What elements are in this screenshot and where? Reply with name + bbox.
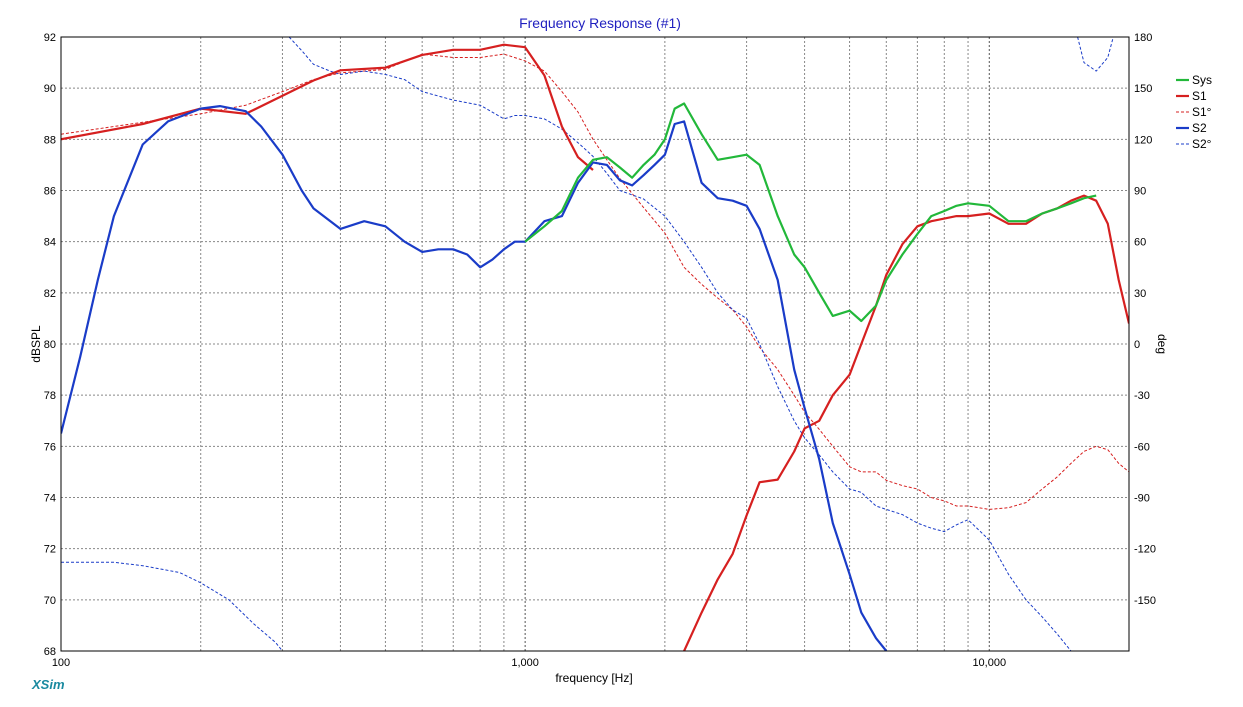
y2-tick-label: -60: [1134, 441, 1150, 453]
y2-tick-label: -90: [1134, 493, 1150, 505]
legend-entry: S1: [1192, 89, 1207, 103]
series-line-s2: [61, 105, 888, 651]
legend: Sys S1 S1° S2 S2°: [1176, 73, 1212, 151]
y-tick-label: 86: [44, 186, 56, 198]
y-tick-label: 90: [44, 83, 56, 95]
y2-tick-label: 150: [1134, 83, 1152, 95]
y2-tick-label: 30: [1134, 288, 1146, 300]
y2-tick-label: 120: [1134, 134, 1152, 146]
y-tick-label: 82: [44, 288, 56, 300]
series-line-sys: [524, 102, 1097, 323]
legend-entry: S2°: [1192, 137, 1212, 151]
y2-tick-label: 180: [1134, 32, 1152, 44]
x-tick-label: 1,000: [511, 657, 539, 669]
y-tick-label: 92: [44, 32, 56, 44]
plot-area: [61, 37, 1129, 651]
series-line-s2-phase: [1077, 37, 1119, 72]
y-tick-label: 70: [44, 595, 56, 607]
series-line-s1-phase: [61, 53, 1129, 510]
y2-tick-label: 0: [1134, 339, 1140, 351]
series-line-s2-phase: [288, 37, 1078, 651]
axis-ticks: 68 70 72 74 76 78 80 82 84 86 88 90 92 -150 -120 -90 -60…: [44, 32, 1156, 669]
y-tick-label: 68: [44, 646, 56, 658]
y2-axis-label: deg: [1155, 334, 1169, 354]
y-tick-label: 74: [44, 493, 56, 505]
x-tick-label: 10,000: [972, 657, 1006, 669]
y-tick-label: 76: [44, 441, 56, 453]
series-line-s1: [61, 43, 594, 171]
y-tick-label: 72: [44, 544, 56, 556]
y2-tick-label: -30: [1134, 390, 1150, 402]
y-tick-label: 80: [44, 339, 56, 351]
y2-tick-label: -120: [1134, 544, 1156, 556]
y-tick-label: 78: [44, 390, 56, 402]
xsim-brand-label: XSim: [31, 677, 65, 692]
y-tick-label: 88: [44, 134, 56, 146]
legend-entry: Sys: [1192, 73, 1212, 87]
x-tick-label: 100: [52, 657, 70, 669]
y2-tick-label: 90: [1134, 186, 1146, 198]
legend-entry: S2: [1192, 121, 1207, 135]
y2-tick-label: 60: [1134, 237, 1146, 249]
grid: [61, 37, 1129, 651]
y-axis-label: dBSPL: [29, 325, 43, 363]
y-tick-label: 84: [44, 237, 56, 249]
x-axis-label: frequency [Hz]: [555, 671, 632, 685]
y2-tick-label: -150: [1134, 595, 1156, 607]
legend-entry: S1°: [1192, 105, 1212, 119]
series-line-s1: [683, 194, 1129, 651]
plot-frame: [60, 36, 1130, 652]
chart-title: Frequency Response (#1): [519, 15, 681, 31]
series-line-s2-phase: [61, 561, 290, 651]
